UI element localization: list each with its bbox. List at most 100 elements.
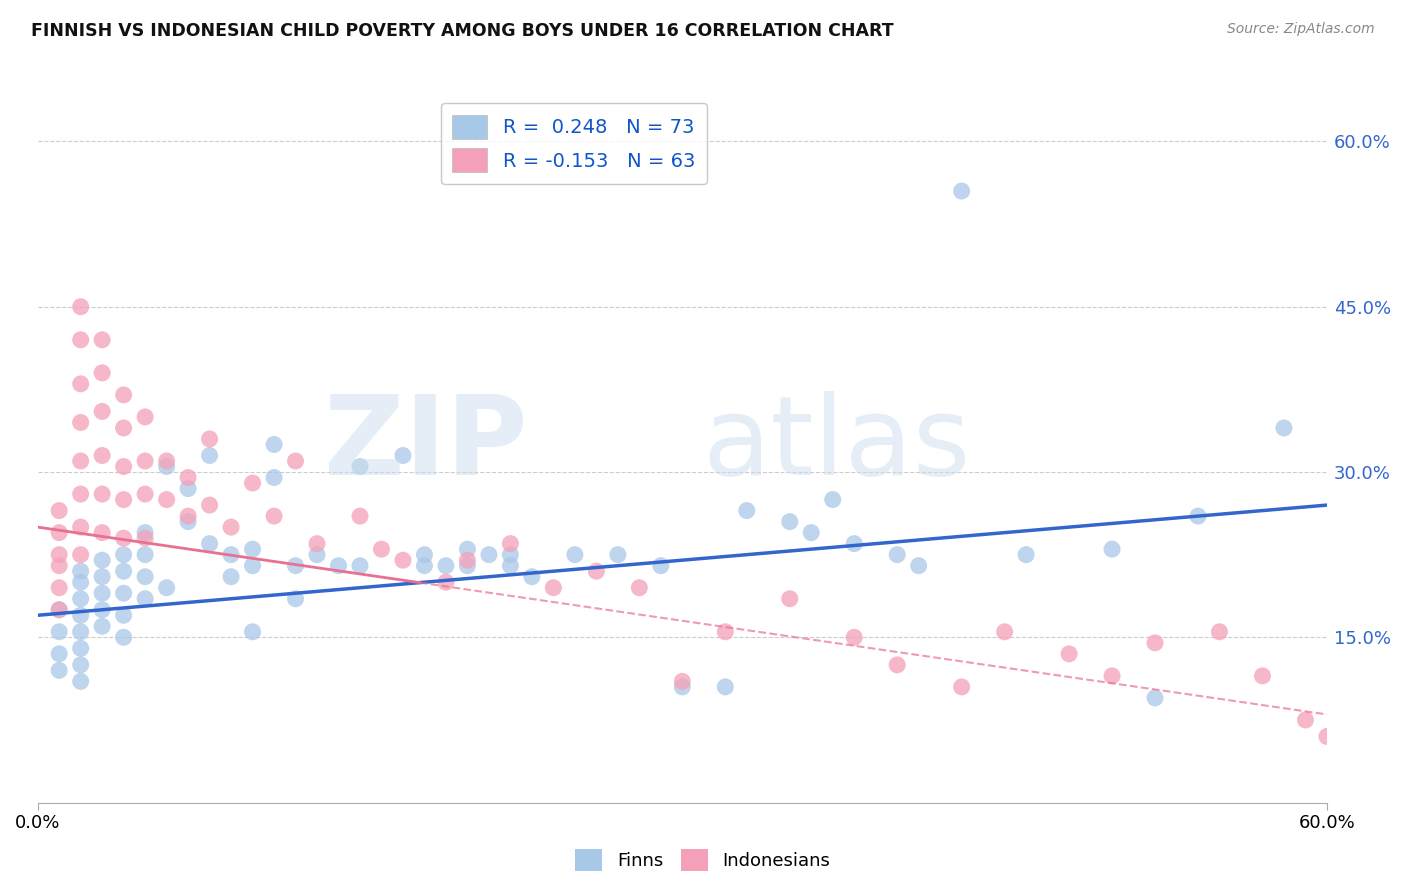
Point: [1101, 542, 1123, 557]
Point: [1144, 690, 1167, 705]
Point: [1101, 669, 1123, 683]
Point: [112, 586, 135, 600]
Point: [134, 591, 156, 606]
Point: [779, 591, 801, 606]
Point: [219, 548, 242, 562]
Point: [69, 641, 91, 656]
Point: [198, 498, 221, 512]
Point: [284, 558, 307, 573]
Point: [585, 564, 607, 578]
Point: [112, 459, 135, 474]
Point: [242, 542, 264, 557]
Point: [69, 674, 91, 689]
Point: [219, 520, 242, 534]
Point: [48, 581, 70, 595]
Point: [413, 548, 436, 562]
Point: [1057, 647, 1080, 661]
Point: [112, 564, 135, 578]
Point: [69, 548, 91, 562]
Text: ZIP: ZIP: [325, 391, 527, 498]
Point: [434, 558, 457, 573]
Point: [69, 416, 91, 430]
Point: [907, 558, 929, 573]
Point: [543, 581, 565, 595]
Point: [478, 548, 501, 562]
Point: [242, 624, 264, 639]
Point: [48, 503, 70, 517]
Point: [950, 680, 973, 694]
Point: [134, 409, 156, 424]
Point: [1144, 636, 1167, 650]
Point: [994, 624, 1017, 639]
Point: [112, 608, 135, 623]
Point: [628, 581, 651, 595]
Point: [456, 558, 478, 573]
Point: [156, 581, 179, 595]
Point: [456, 542, 478, 557]
Point: [392, 449, 415, 463]
Point: [305, 536, 328, 550]
Point: [349, 558, 371, 573]
Point: [606, 548, 628, 562]
Point: [263, 470, 285, 484]
Point: [349, 459, 371, 474]
Point: [156, 454, 179, 468]
Point: [48, 603, 70, 617]
Point: [886, 548, 908, 562]
Point: [198, 449, 221, 463]
Point: [134, 531, 156, 545]
Legend: Finns, Indonesians: Finns, Indonesians: [568, 842, 838, 879]
Point: [177, 482, 200, 496]
Point: [177, 509, 200, 524]
Point: [48, 624, 70, 639]
Point: [69, 487, 91, 501]
Point: [91, 570, 114, 584]
Point: [69, 608, 91, 623]
Point: [48, 647, 70, 661]
Point: [91, 333, 114, 347]
Point: [305, 548, 328, 562]
Point: [284, 591, 307, 606]
Point: [1187, 509, 1209, 524]
Point: [1316, 730, 1339, 744]
Point: [1208, 624, 1230, 639]
Point: [671, 674, 693, 689]
Point: [48, 664, 70, 678]
Point: [349, 509, 371, 524]
Point: [156, 459, 179, 474]
Point: [134, 454, 156, 468]
Point: [242, 558, 264, 573]
Point: [263, 509, 285, 524]
Point: [69, 300, 91, 314]
Point: [91, 525, 114, 540]
Point: [91, 449, 114, 463]
Point: [456, 553, 478, 567]
Point: [328, 558, 350, 573]
Point: [800, 525, 823, 540]
Point: [1272, 421, 1295, 435]
Text: Source: ZipAtlas.com: Source: ZipAtlas.com: [1227, 22, 1375, 37]
Point: [112, 421, 135, 435]
Point: [112, 548, 135, 562]
Point: [91, 553, 114, 567]
Point: [1015, 548, 1038, 562]
Point: [198, 432, 221, 446]
Point: [69, 333, 91, 347]
Point: [413, 558, 436, 573]
Point: [284, 454, 307, 468]
Point: [91, 404, 114, 418]
Point: [112, 630, 135, 644]
Point: [48, 548, 70, 562]
Point: [134, 487, 156, 501]
Point: [91, 366, 114, 380]
Point: [134, 525, 156, 540]
Point: [134, 570, 156, 584]
Point: [219, 570, 242, 584]
Point: [671, 680, 693, 694]
Point: [844, 536, 866, 550]
Point: [69, 624, 91, 639]
Point: [177, 515, 200, 529]
Text: FINNISH VS INDONESIAN CHILD POVERTY AMONG BOYS UNDER 16 CORRELATION CHART: FINNISH VS INDONESIAN CHILD POVERTY AMON…: [31, 22, 894, 40]
Point: [821, 492, 844, 507]
Point: [69, 591, 91, 606]
